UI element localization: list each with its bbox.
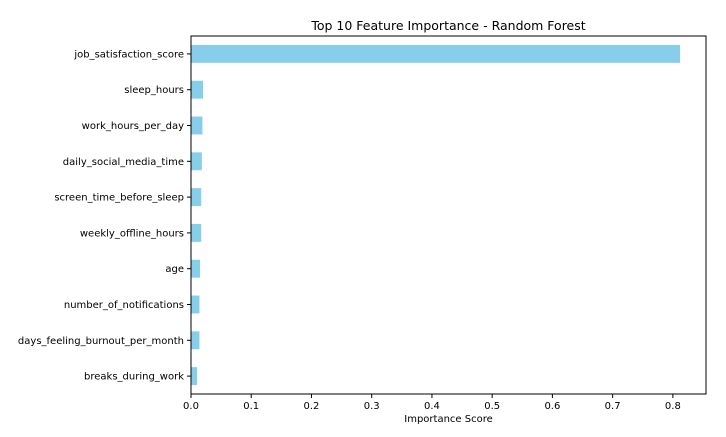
- y-axis-ticks: job_satisfaction_score sleep_hours work_ho…: [18, 49, 191, 383]
- chart-title: Top 10 Feature Importance - Random Fores…: [310, 18, 585, 33]
- y-tick-label: number_of_notifications: [64, 300, 184, 311]
- y-tick-label: work_hours_per_day: [82, 121, 184, 132]
- bar-age: [191, 259, 201, 278]
- x-tick-label: 0.8: [665, 401, 681, 412]
- y-tick-label: daily_social_media_time: [63, 157, 184, 168]
- bar-days-feeling-burnout-per-month: [191, 331, 200, 350]
- y-tick-label: breaks_during_work: [84, 372, 184, 383]
- x-tick-label: 0.0: [183, 401, 199, 412]
- bar-sleep-hours: [191, 80, 204, 99]
- plot-frame: [190, 35, 707, 395]
- bar-job-satisfaction-score: [191, 44, 681, 63]
- bar-breaks-during-work: [191, 367, 198, 386]
- x-tick-label: 0.5: [484, 401, 500, 412]
- bar-screen-time-before-sleep: [191, 188, 202, 207]
- x-tick-label: 0.1: [243, 401, 259, 412]
- y-tick-label: sleep_hours: [124, 85, 184, 96]
- y-tick-label: weekly_offline_hours: [80, 228, 184, 239]
- x-tick-label: 0.7: [605, 401, 621, 412]
- y-tick-label: age: [165, 264, 184, 275]
- bar-weekly-offline-hours: [191, 223, 202, 242]
- y-tick-label: screen_time_before_sleep: [54, 193, 184, 204]
- x-axis-ticks: 0.0 0.1 0.2 0.3 0.4 0.5 0.6 0.7 0.8: [183, 394, 681, 412]
- x-tick-label: 0.6: [544, 401, 560, 412]
- y-tick-label: job_satisfaction_score: [73, 49, 184, 60]
- x-tick-label: 0.2: [304, 401, 320, 412]
- x-tick-label: 0.3: [364, 401, 380, 412]
- x-tick-label: 0.4: [424, 401, 440, 412]
- y-tick-label: days_feeling_burnout_per_month: [18, 336, 184, 347]
- bar-daily-social-media-time: [191, 152, 202, 171]
- bar-number-of-notifications: [191, 295, 200, 314]
- bars-group: [191, 44, 681, 386]
- bar-work-hours-per-day: [191, 116, 203, 135]
- x-axis-label: Importance Score: [404, 414, 493, 425]
